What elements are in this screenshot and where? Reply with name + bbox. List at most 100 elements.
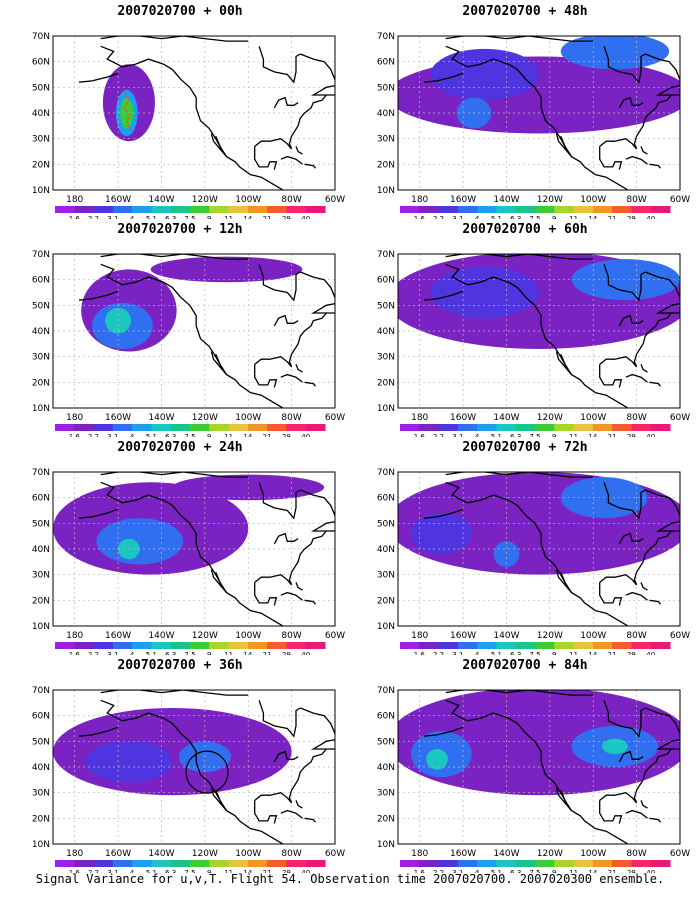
colorbar-swatch [132, 642, 152, 649]
lon-label: 120W [192, 195, 218, 205]
colorbar-swatch [554, 642, 575, 649]
lat-label: 20N [377, 814, 395, 824]
colorbar-swatch [612, 642, 632, 649]
coastline-segment [254, 312, 335, 368]
lon-label: 100W [580, 631, 606, 641]
coastline-segment [280, 809, 303, 819]
lat-label: 10N [377, 622, 395, 632]
coastline-segment [100, 481, 284, 626]
lat-label: 50N [377, 519, 395, 529]
colorbar-label: 4 [475, 215, 480, 219]
colorbar-label: 7.5 [529, 869, 540, 873]
colorbar-swatch [535, 206, 555, 213]
lat-label: 10N [32, 404, 50, 414]
lat-label: 20N [377, 378, 395, 388]
coastline-segment [445, 45, 629, 190]
colorbar-label: 3.1 [107, 215, 118, 219]
colorbar-swatch [55, 424, 75, 431]
lat-label: 10N [377, 186, 395, 196]
colorbar-label: 14 [588, 433, 597, 437]
colorbar-label: 4 [475, 869, 480, 873]
coastline-segment [254, 146, 278, 170]
lat-label: 50N [32, 83, 50, 93]
colorbar-swatch [247, 642, 268, 649]
variance-contour [85, 741, 173, 783]
colorbar-swatch [592, 642, 613, 649]
map-frame [52, 471, 336, 627]
colorbar-label: 4 [130, 433, 135, 437]
lat-label: 60N [377, 712, 395, 722]
colorbar-swatch [190, 424, 210, 431]
colorbar-swatch [247, 860, 268, 867]
coastline-segment [280, 373, 303, 383]
colorbar-swatch [419, 424, 440, 431]
variance-field [398, 254, 680, 349]
lon-label: 100W [580, 849, 606, 859]
colorbar-swatch [612, 424, 632, 431]
map-panel: 2007020700 + 36h 10N 20N 30N 40N 50N 60N 70N 180… [15, 658, 345, 873]
coastline-segment [273, 96, 299, 109]
map-plot: 10N 20N 30N 40N 50N 60N 70N 180 160W 140W 120W 100W… [377, 686, 690, 873]
coastline-segment [603, 700, 646, 738]
coastline-segment [100, 472, 249, 478]
coastline-segment [603, 46, 646, 84]
colorbar-label: 14 [588, 215, 597, 219]
colorbar-label: 11 [224, 869, 233, 873]
colorbar-label: 11 [569, 651, 578, 655]
colorbar-swatch [93, 860, 114, 867]
coastline-segment [254, 364, 278, 388]
colorbar-label: 4 [130, 651, 135, 655]
map-plot: 10N 20N 30N 40N 50N 60N 70N 180 160W 140W 120W 100W… [32, 468, 345, 655]
coastline-segment [210, 569, 227, 594]
colorbar-swatch [650, 206, 671, 213]
colorbar-swatch [477, 860, 497, 867]
colorbar-label: 2.2 [88, 433, 99, 437]
colorbar-label: 2.2 [433, 433, 444, 437]
coastline-segment [645, 53, 680, 96]
colorbar-swatch [612, 206, 632, 213]
colorbar-label: 7.5 [529, 651, 540, 655]
lat-label: 40N [32, 327, 50, 337]
coastline-segment [273, 314, 299, 327]
lon-label: 120W [537, 849, 563, 859]
lon-label: 80W [626, 413, 646, 423]
map-frame [52, 35, 336, 191]
coastline-segment [100, 45, 284, 190]
colorbar-label: 29 [627, 651, 636, 655]
colorbar-swatch [267, 642, 287, 649]
lat-label: 20N [32, 814, 50, 824]
panel-title: 2007020700 + 48h [462, 4, 588, 19]
variance-contour [398, 690, 680, 796]
lon-label: 140W [148, 413, 174, 423]
colorbar-swatch [151, 424, 172, 431]
colorbar-swatch [151, 206, 172, 213]
map-plot: 10N 20N 30N 40N 50N 60N 70N 180 160W 140W 120W 100W… [377, 32, 690, 219]
lon-label: 60W [325, 413, 345, 423]
colorbar-label: 2.2 [88, 215, 99, 219]
colorbar-swatch [170, 206, 191, 213]
lat-label: 10N [32, 622, 50, 632]
lon-label: 80W [626, 631, 646, 641]
coastline-segment [640, 800, 648, 809]
coastline-segment [599, 146, 623, 170]
coastline-segment [649, 817, 661, 823]
colorbar-swatch [457, 206, 478, 213]
lat-label: 60N [32, 58, 50, 68]
coastline-segment [645, 271, 680, 314]
coastline-segment [423, 508, 464, 519]
colorbar-label: 29 [627, 869, 636, 873]
colorbar-swatch [112, 424, 133, 431]
coastline-segment [258, 700, 301, 738]
map-panel: 2007020700 + 84h 10N 20N 30N 40N 50N 60N 70N 180… [360, 658, 690, 873]
coastline-segment [100, 699, 284, 844]
colorbar-swatch [209, 860, 230, 867]
lat-label: 50N [377, 301, 395, 311]
coastline-segment [295, 582, 303, 591]
map-frame [397, 471, 681, 627]
variance-contour [601, 738, 628, 755]
coastline-segment [78, 508, 119, 519]
lat-label: 70N [377, 32, 395, 42]
lon-label: 60W [670, 849, 690, 859]
lon-label: 160W [450, 631, 476, 641]
colorbar-swatch [419, 860, 440, 867]
